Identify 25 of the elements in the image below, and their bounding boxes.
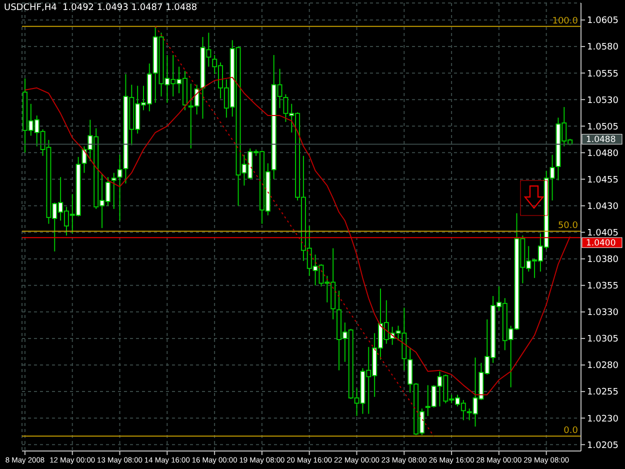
annotation: 50.0 bbox=[558, 221, 578, 232]
y-tick-label: 1.0330 bbox=[587, 308, 619, 318]
annotation: 0.0 bbox=[564, 426, 578, 436]
y-tick-label: 1.0530 bbox=[587, 96, 619, 106]
annotation: 100.0 bbox=[552, 16, 578, 26]
y-tick-label: 1.0480 bbox=[587, 148, 619, 159]
ref-line-label: 1.0400 bbox=[586, 238, 616, 249]
y-tick-label: 1.0455 bbox=[587, 175, 618, 186]
ref-line-label: 1.0488 bbox=[586, 135, 616, 146]
candlestick bbox=[117, 154, 122, 222]
candlestick bbox=[111, 172, 116, 210]
y-tick-label: 1.0355 bbox=[587, 282, 618, 292]
y-tick-label: 1.0380 bbox=[587, 255, 619, 266]
y-tick-label: 1.0555 bbox=[587, 69, 618, 80]
y-tick-label: 1.0605 bbox=[587, 16, 618, 26]
y-tick-label: 1.0230 bbox=[587, 414, 619, 424]
y-tick-label: 1.0505 bbox=[587, 122, 618, 132]
chart-title: USDCHF,H4 1.0492 1.0493 1.0487 1.0488 bbox=[4, 3, 198, 13]
y-tick-label: 1.0305 bbox=[587, 334, 618, 345]
y-tick-label: 1.0405 bbox=[587, 228, 618, 239]
y-tick-label: 1.0205 bbox=[587, 440, 618, 451]
y-tick-label: 1.0580 bbox=[587, 42, 619, 53]
y-tick-label: 1.0430 bbox=[587, 202, 619, 212]
y-tick-label: 1.0255 bbox=[587, 388, 618, 398]
y-tick-label: 1.0280 bbox=[587, 361, 619, 372]
